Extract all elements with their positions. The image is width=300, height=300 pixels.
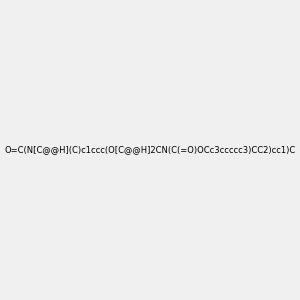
Text: O=C(N[C@@H](C)c1ccc(O[C@@H]2CN(C(=O)OCc3ccccc3)CC2)cc1)C: O=C(N[C@@H](C)c1ccc(O[C@@H]2CN(C(=O)OCc3… [4, 146, 296, 154]
